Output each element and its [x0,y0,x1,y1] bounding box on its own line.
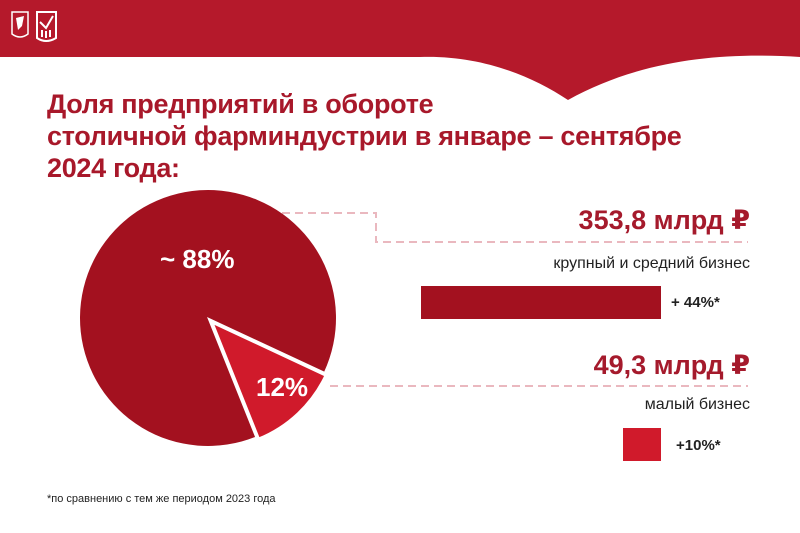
footnote: *по сравнению с тем же периодом 2023 год… [47,493,276,505]
title-line: столичной фарминдустрии в январе – сентя… [47,121,682,151]
leader-line-large [230,212,748,243]
pie-slice-small [207,316,330,443]
amount-small: 49,3 млрд ₽ [593,350,750,380]
growth-label-small: +10%* [676,437,721,454]
title-line: 2024 года: [47,153,180,183]
category-small: малый бизнес [644,396,750,413]
category-large: крупный и средний бизнес [553,255,750,272]
growth-bar-small [623,428,661,461]
slice-label-small: 12% [256,372,309,402]
page-title: Доля предприятий в обороте столичной фар… [47,88,682,184]
growth-label-large: + 44%* [671,294,720,311]
moscow-coat-of-arms-icon [11,11,29,38]
header-band [0,0,800,100]
growth-bar-large [421,286,661,319]
title-line: Доля предприятий в обороте [47,89,434,119]
slice-label-large: ~ 88% [160,244,235,274]
statistics-emblem-icon [36,11,57,42]
amount-large: 353,8 млрд ₽ [578,205,750,235]
